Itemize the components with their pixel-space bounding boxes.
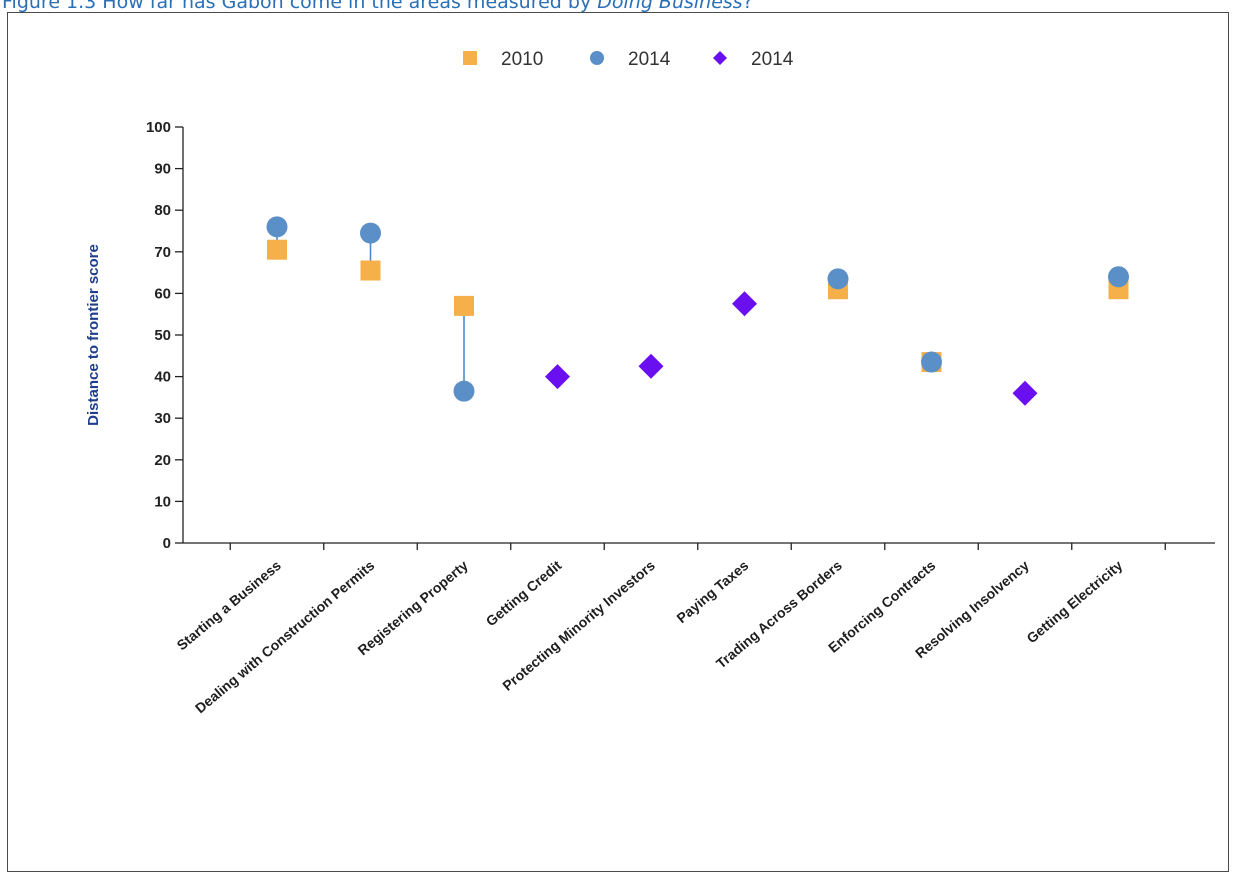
category-label: Protecting Minority Investors bbox=[499, 557, 658, 694]
data-point-2010-square bbox=[360, 260, 381, 281]
data-point-2014-circle bbox=[1108, 266, 1129, 288]
data-point-2010-square bbox=[454, 295, 474, 316]
change-connectors bbox=[276, 226, 1120, 392]
data-point-2014-circle bbox=[921, 351, 942, 373]
legend-label: 2014 bbox=[628, 49, 671, 70]
category-label: Dealing with Construction Permits bbox=[192, 557, 378, 716]
y-tick-label: 100 bbox=[146, 119, 171, 136]
y-tick-label: 80 bbox=[154, 202, 171, 219]
caption-emphasis: Doing Business bbox=[597, 0, 743, 13]
y-axis-title: Distance to frontier score bbox=[85, 244, 102, 426]
y-tick-label: 60 bbox=[154, 285, 171, 302]
caption-suffix: ? bbox=[742, 0, 753, 13]
legend-marker-square bbox=[463, 51, 477, 65]
data-point-2014-circle bbox=[266, 216, 288, 238]
y-tick-label: 20 bbox=[154, 452, 171, 469]
data-point-2014-circle bbox=[360, 222, 381, 244]
y-tick-label: 50 bbox=[154, 327, 171, 344]
legend-marker-diamond bbox=[713, 51, 727, 65]
data-point-2014-diamond bbox=[638, 353, 664, 379]
data-point-2014-diamond bbox=[545, 364, 570, 390]
category-label: Starting a Business bbox=[174, 557, 285, 653]
data-point-2010-square bbox=[267, 239, 287, 260]
legend-label: 2014 bbox=[751, 49, 794, 70]
data-point-2014-diamond bbox=[1012, 380, 1038, 406]
legend: 2010 2014 2014 bbox=[463, 49, 794, 70]
y-tick-label: 40 bbox=[154, 369, 171, 386]
y-tick-label: 90 bbox=[154, 161, 171, 178]
data-markers bbox=[266, 216, 1129, 406]
category-label: Getting Electricity bbox=[1023, 557, 1125, 646]
data-point-2014-circle bbox=[453, 380, 475, 402]
category-label: Getting Credit bbox=[483, 557, 565, 629]
data-point-2014-circle bbox=[827, 268, 849, 290]
caption-prefix: Figure 1.3 How far has Gabon come in the… bbox=[2, 0, 598, 13]
legend-label: 2010 bbox=[501, 49, 543, 70]
figure-caption: Figure 1.3 How far has Gabon come in the… bbox=[2, 0, 753, 13]
y-tick-label: 30 bbox=[154, 410, 171, 427]
y-tick-label: 70 bbox=[154, 244, 171, 261]
axes: 0 10 20 30 40 50 60 70 80 90 100 Distance to fronti… bbox=[85, 119, 1215, 552]
category-label: Paying Taxes bbox=[673, 557, 751, 626]
y-tick-label: 0 bbox=[163, 535, 171, 552]
data-point-2014-diamond bbox=[732, 291, 757, 317]
y-tick-label: 10 bbox=[154, 493, 171, 510]
legend-marker-circle bbox=[590, 51, 604, 65]
